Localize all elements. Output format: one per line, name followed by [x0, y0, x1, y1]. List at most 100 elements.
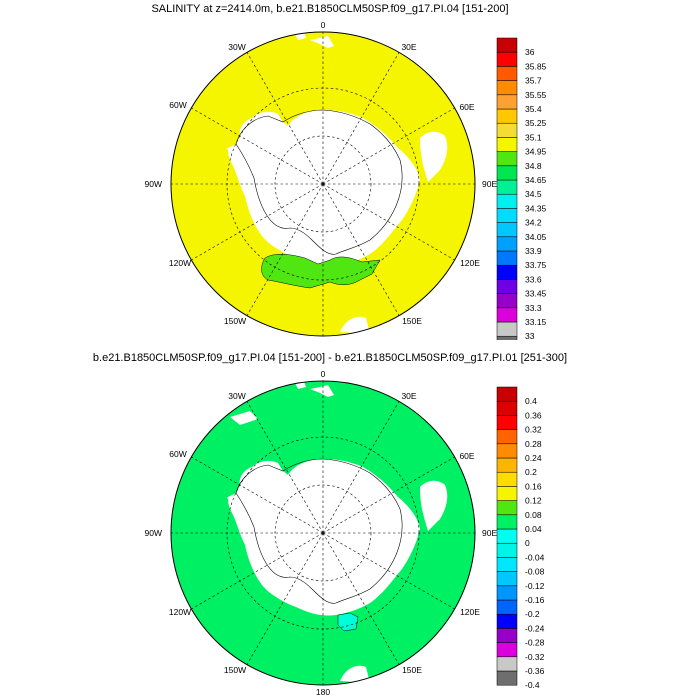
colorbar-swatch: [496, 108, 518, 124]
colorbar-tick-label: -0.12: [525, 581, 545, 591]
colorbar-swatch: [496, 321, 518, 337]
colorbar-tick-label: 34.8: [525, 161, 542, 171]
colorbar-swatch: [496, 279, 518, 294]
colorbar-swatch: [496, 656, 518, 672]
colorbar-tick-label: 35.4: [525, 104, 542, 114]
label-120w: 120W: [169, 258, 191, 268]
colorbar-tick-label: -0.32: [525, 652, 545, 662]
colorbar-tick-label: -0.04: [525, 552, 545, 562]
label-90e: 90E: [482, 528, 497, 538]
colorbar-swatch: [496, 613, 518, 629]
colorbar-tick-label: 34.95: [525, 147, 547, 157]
colorbar-tick-label: 33: [525, 331, 535, 340]
colorbar-tick-label: -0.08: [525, 567, 545, 577]
colorbar-tick-label: 33.75: [525, 260, 547, 270]
colorbar-swatch: [496, 585, 518, 601]
colorbar-tick-label: 34.2: [525, 218, 542, 228]
colorbar-swatch: [496, 571, 518, 587]
colorbar-swatch: [496, 443, 518, 459]
colorbar-swatch: [496, 415, 518, 430]
colorbar-tick-label: -0.24: [525, 623, 545, 633]
antarctica-coast: [235, 109, 403, 255]
colorbar-tick-label: 33.15: [525, 317, 547, 327]
colorbar-swatch: [496, 37, 518, 53]
label-90e: 90E: [482, 179, 497, 189]
label-120w: 120W: [169, 607, 191, 617]
colorbar-tick-label: 34.35: [525, 203, 547, 213]
south-coast-gap: [340, 665, 370, 683]
colorbar-swatch: [496, 599, 518, 615]
colorbar-tick-label: 33.6: [525, 274, 542, 284]
colorbar-swatch: [496, 335, 518, 340]
colorbar-tick-label: 36: [525, 47, 535, 57]
colorbar-tick-label: 0: [525, 538, 530, 548]
colorbar-tick-label: -0.28: [525, 638, 545, 648]
colorbar-swatch: [496, 51, 518, 67]
bottom-map-panel: 0 180 90W 90E 30W 30E 60W 60E 120W 120E …: [145, 369, 545, 697]
label-120e: 120E: [460, 607, 480, 617]
anomaly-region: [261, 254, 381, 289]
colorbar-tick-label: 0.12: [525, 496, 542, 506]
colorbar-tick-label: 0.04: [525, 524, 542, 534]
label-60e: 60E: [459, 102, 474, 112]
colorbar-swatch: [496, 471, 518, 487]
colorbar-tick-label: 35.7: [525, 76, 542, 86]
colorbar-swatch: [496, 236, 518, 252]
colorbar-tick-label: 0.32: [525, 425, 542, 435]
colorbar-swatch: [496, 264, 518, 280]
label-60w: 60W: [169, 100, 186, 110]
colorbar-tick-label: 0.2: [525, 467, 537, 477]
colorbar-swatch: [496, 94, 518, 110]
colorbar-tick-label: 33.45: [525, 289, 547, 299]
colorbar-swatch: [496, 137, 518, 152]
colorbar-swatch: [496, 457, 518, 473]
east-coast-gap: [420, 480, 448, 531]
colorbar-tick-label: 35.85: [525, 61, 547, 71]
label-180: 180: [316, 338, 330, 340]
map-graticule: [171, 32, 475, 336]
colorbar-swatch: [496, 429, 518, 445]
label-120e: 120E: [460, 258, 480, 268]
colorbar-swatch: [496, 307, 518, 323]
colorbar-tick-label: 0.36: [525, 410, 542, 420]
label-150e: 150E: [402, 665, 422, 675]
north-coast-gap: [230, 381, 334, 425]
colorbar-swatch: [496, 179, 518, 195]
colorbar-tick-label: 35.55: [525, 90, 547, 100]
label-150w: 150W: [224, 316, 246, 326]
top-map-panel: 0 180 90W 90E 30W 30E 60W 60E 120W 120E …: [145, 20, 547, 340]
bottom-panel-title: b.e21.B1850CLM50SP.f09_g17.PI.04 [151-20…: [92, 352, 568, 364]
colorbar-swatch: [496, 500, 518, 516]
label-90w: 90W: [145, 528, 162, 538]
colorbar-swatch: [496, 193, 518, 209]
coast-gap: [227, 110, 420, 267]
label-60e: 60E: [459, 451, 474, 461]
top-panel-title: SALINITY at z=2414.0m, b.e21.B1850CLM50S…: [151, 3, 509, 15]
map-labels: 0 180 90W 90E 30W 30E 60W 60E 120W 120E …: [145, 369, 498, 697]
label-0: 0: [321, 369, 326, 379]
colorbar-swatch: [496, 151, 518, 167]
label-60w: 60W: [169, 449, 186, 459]
colorbar-swatch: [496, 528, 518, 544]
colorbar-swatch: [496, 514, 518, 530]
label-30e: 30E: [401, 391, 416, 401]
colorbar-swatch: [496, 642, 518, 658]
colorbar-swatch: [496, 122, 518, 138]
colorbar-tick-label: -0.16: [525, 595, 545, 605]
colorbar-swatch: [496, 628, 518, 643]
label-30w: 30W: [228, 391, 245, 401]
colorbar-tick-label: 35.25: [525, 118, 547, 128]
colorbar-bottom: 0.4 0.36 0.32 0.28 0.24 0.2 0.16 0.12 0.08 0.04 0 -…: [496, 386, 545, 690]
colorbar-tick-label: 34.65: [525, 175, 547, 185]
colorbar-tick-label: 33.9: [525, 246, 542, 256]
colorbar-tick-label: 0.4: [525, 396, 537, 406]
map-boundary: [170, 380, 476, 686]
antarctica-coast: [235, 458, 403, 604]
map-graticule: [171, 381, 475, 685]
north-coast-gap: [294, 32, 334, 48]
label-30e: 30E: [401, 42, 416, 52]
colorbar-tick-label: 34.05: [525, 232, 547, 242]
label-150e: 150E: [402, 316, 422, 326]
colorbar-swatch: [496, 486, 518, 501]
colorbar-tick-label: -0.2: [525, 609, 540, 619]
